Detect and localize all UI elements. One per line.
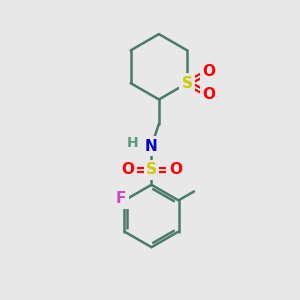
- Text: O: O: [169, 162, 182, 177]
- Text: S: S: [182, 76, 193, 91]
- Text: S: S: [146, 162, 157, 177]
- Text: F: F: [116, 191, 126, 206]
- Text: H: H: [127, 136, 139, 150]
- Text: O: O: [121, 162, 134, 177]
- Text: N: N: [145, 139, 158, 154]
- Text: O: O: [202, 87, 215, 102]
- Text: O: O: [202, 64, 215, 79]
